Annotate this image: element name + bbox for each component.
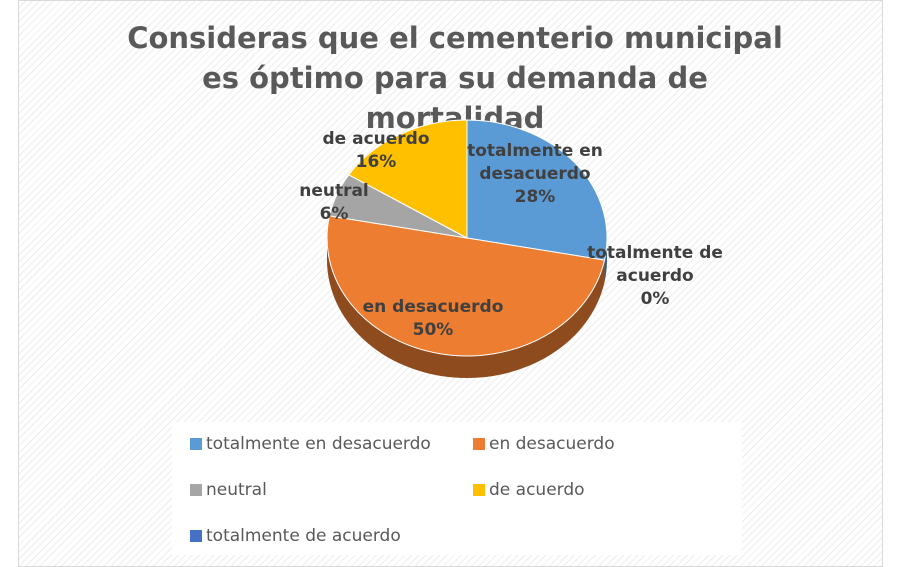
legend-label: totalmente de acuerdo	[206, 526, 401, 546]
data-label: en desacuerdo 50%	[348, 296, 518, 342]
data-label-category: totalmente en desacuerdo	[467, 141, 603, 184]
data-label: neutral 6%	[294, 180, 374, 226]
legend-label: de acuerdo	[489, 480, 585, 500]
data-label: totalmente de acuerdo 0%	[580, 242, 730, 311]
legend-entry: totalmente de acuerdo	[190, 526, 401, 546]
legend-label: en desacuerdo	[489, 434, 615, 454]
data-label-value: 6%	[319, 204, 349, 224]
legend-entry: neutral	[190, 480, 267, 500]
legend-label: totalmente en desacuerdo	[206, 434, 431, 454]
pie-slice	[326, 215, 606, 357]
data-label-value: 16%	[355, 152, 397, 172]
slice-side	[327, 238, 605, 378]
data-label-value: 50%	[412, 320, 454, 340]
legend: totalmente en desacuerdo en desacuerdo neu…	[172, 422, 742, 555]
legend-swatch	[190, 530, 202, 542]
slice-side	[604, 238, 607, 283]
pie-slice	[348, 119, 468, 239]
data-label-value: 28%	[514, 187, 556, 207]
legend-swatch	[190, 484, 202, 496]
data-label: de acuerdo 16%	[321, 128, 431, 174]
chart-title: Consideras que el cementerio municipal e…	[127, 21, 783, 135]
legend-entry: de acuerdo	[473, 480, 585, 500]
legend-entry: totalmente en desacuerdo	[190, 434, 431, 454]
legend-entry: en desacuerdo	[473, 434, 615, 454]
data-label-category: totalmente de acuerdo	[587, 243, 723, 286]
data-label-category: neutral	[299, 181, 369, 201]
data-label-category: de acuerdo	[322, 129, 430, 149]
legend-swatch	[473, 438, 485, 450]
data-label-value: 0%	[640, 289, 670, 309]
data-label-category: en desacuerdo	[362, 297, 504, 317]
legend-swatch	[473, 484, 485, 496]
pie-slice	[466, 119, 608, 261]
data-label: totalmente en desacuerdo 28%	[465, 140, 605, 209]
legend-label: neutral	[206, 480, 267, 500]
legend-swatch	[190, 438, 202, 450]
